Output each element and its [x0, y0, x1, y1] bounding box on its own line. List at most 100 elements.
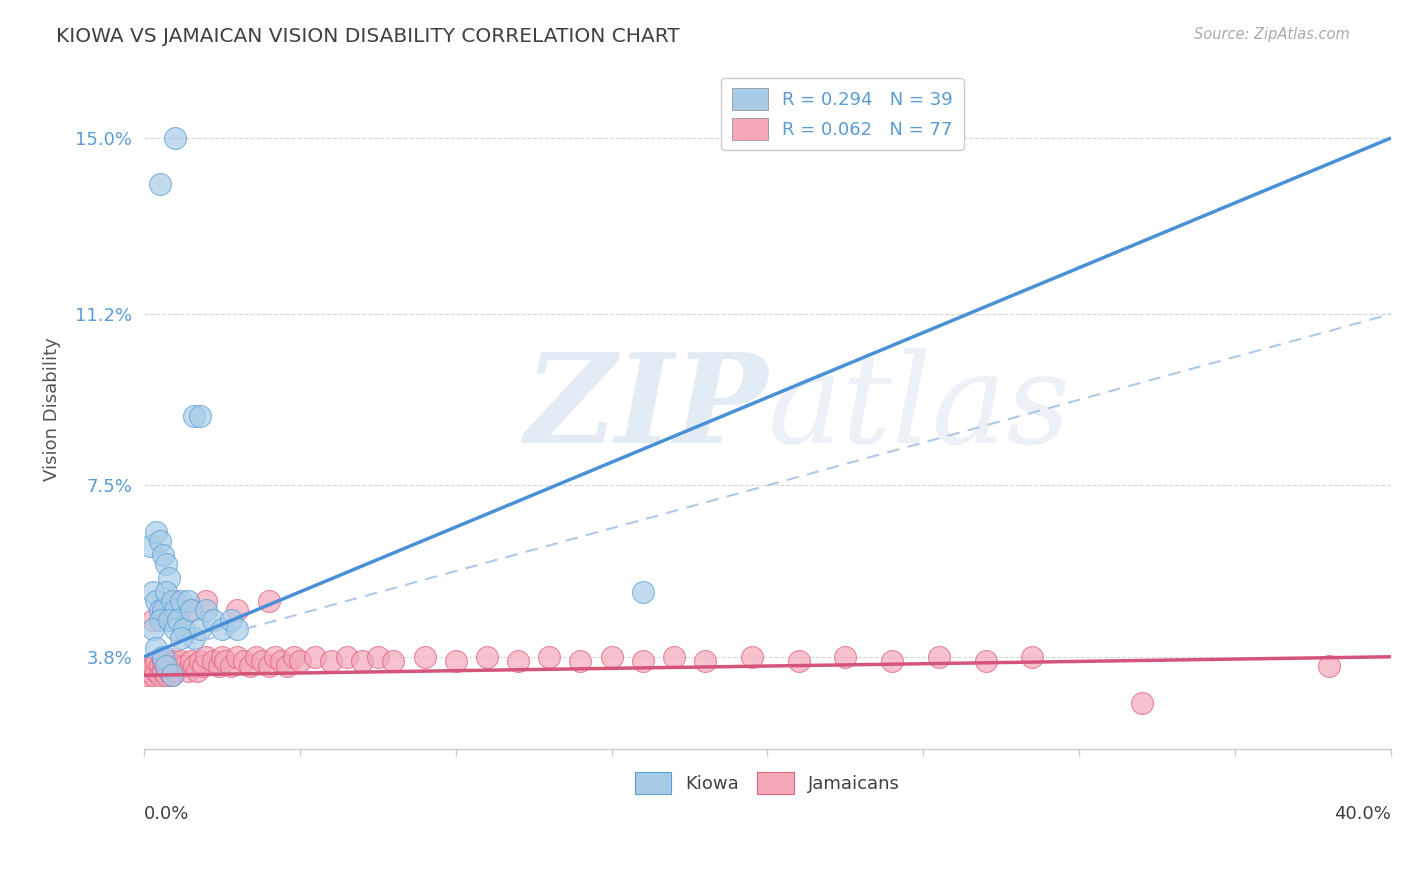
Point	[160, 659, 183, 673]
Point	[165, 622, 187, 636]
Point	[155, 585, 177, 599]
Point	[176, 594, 198, 608]
Point	[257, 659, 280, 673]
Point	[165, 594, 187, 608]
Point	[1317, 659, 1340, 673]
Point	[145, 640, 167, 655]
Point	[695, 654, 717, 668]
Point	[413, 649, 436, 664]
Point	[165, 664, 187, 678]
Point	[139, 659, 162, 673]
Point	[631, 585, 654, 599]
Point	[506, 654, 529, 668]
Point	[264, 649, 287, 664]
Point	[304, 649, 326, 664]
Point	[148, 533, 170, 548]
Point	[183, 409, 205, 423]
Point	[170, 632, 193, 646]
Point	[367, 649, 389, 664]
Point	[167, 659, 190, 673]
Point	[148, 659, 170, 673]
Point	[475, 649, 498, 664]
Point	[1130, 696, 1153, 710]
Point	[145, 524, 167, 539]
Point	[195, 603, 218, 617]
Point	[226, 603, 249, 617]
Point	[787, 654, 810, 668]
Point	[882, 654, 904, 668]
Point	[352, 654, 374, 668]
Point	[157, 654, 180, 668]
Point	[165, 131, 187, 145]
Point	[319, 654, 342, 668]
Point	[219, 659, 242, 673]
Point	[270, 654, 292, 668]
Point	[569, 654, 592, 668]
Point	[167, 613, 190, 627]
Text: Source: ZipAtlas.com: Source: ZipAtlas.com	[1194, 27, 1350, 42]
Point	[148, 668, 170, 682]
Point	[208, 659, 231, 673]
Point	[173, 659, 195, 673]
Point	[214, 654, 236, 668]
Point	[188, 409, 211, 423]
Point	[180, 603, 202, 617]
Point	[226, 622, 249, 636]
Point	[160, 668, 183, 682]
Point	[152, 664, 174, 678]
Point	[741, 649, 763, 664]
Point	[142, 585, 165, 599]
Point	[160, 594, 183, 608]
Point	[226, 649, 249, 664]
Point	[974, 654, 997, 668]
Point	[170, 594, 193, 608]
Point	[180, 603, 202, 617]
Point	[183, 659, 205, 673]
Point	[152, 548, 174, 562]
Point	[245, 649, 267, 664]
Point	[155, 659, 177, 673]
Point	[538, 649, 561, 664]
Point	[288, 654, 311, 668]
Point	[160, 668, 183, 682]
Legend: Kiowa, Jamaicans: Kiowa, Jamaicans	[628, 765, 907, 802]
Point	[152, 649, 174, 664]
Point	[183, 632, 205, 646]
Point	[155, 557, 177, 571]
Point	[382, 654, 405, 668]
Point	[170, 654, 193, 668]
Point	[834, 649, 856, 664]
Point	[165, 603, 187, 617]
Text: atlas: atlas	[768, 348, 1071, 470]
Point	[152, 654, 174, 668]
Point	[142, 668, 165, 682]
Text: 40.0%: 40.0%	[1334, 805, 1391, 823]
Point	[188, 622, 211, 636]
Point	[139, 539, 162, 553]
Point	[232, 654, 254, 668]
Point	[283, 649, 305, 664]
Point	[195, 594, 218, 608]
Point	[165, 654, 187, 668]
Point	[662, 649, 685, 664]
Point	[157, 613, 180, 627]
Point	[142, 659, 165, 673]
Text: 0.0%: 0.0%	[143, 805, 190, 823]
Text: ZIP: ZIP	[523, 348, 768, 470]
Text: KIOWA VS JAMAICAN VISION DISABILITY CORRELATION CHART: KIOWA VS JAMAICAN VISION DISABILITY CORR…	[56, 27, 681, 45]
Point	[219, 613, 242, 627]
Point	[139, 664, 162, 678]
Point	[928, 649, 950, 664]
Point	[252, 654, 274, 668]
Point	[201, 654, 224, 668]
Point	[1021, 649, 1043, 664]
Point	[152, 603, 174, 617]
Point	[188, 654, 211, 668]
Point	[142, 622, 165, 636]
Point	[176, 664, 198, 678]
Point	[155, 668, 177, 682]
Point	[136, 668, 159, 682]
Point	[152, 603, 174, 617]
Point	[148, 613, 170, 627]
Point	[186, 664, 208, 678]
